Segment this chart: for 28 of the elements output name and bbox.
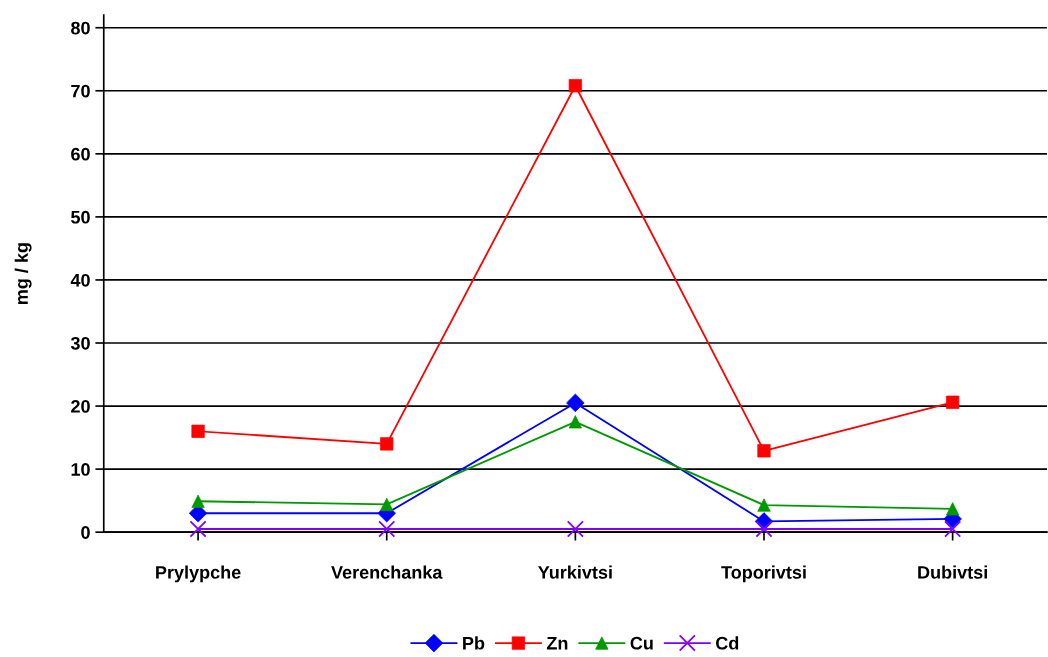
x-tick-label: Verenchanka bbox=[331, 565, 443, 579]
y-tick-label: 60 bbox=[71, 147, 90, 161]
point bbox=[189, 520, 207, 538]
y-tick-label: 20 bbox=[71, 399, 90, 413]
y-tick-label: 40 bbox=[70, 273, 90, 287]
x-tick-label: Dubivtsi bbox=[918, 565, 987, 579]
point bbox=[566, 393, 585, 413]
y-tick-label: 0 bbox=[81, 526, 90, 539]
x-tick-label: Prylypche bbox=[156, 565, 241, 583]
point bbox=[566, 520, 584, 538]
legend-label: Zn bbox=[546, 636, 568, 650]
legend-label: Cd bbox=[716, 636, 739, 650]
y-tick-label: 50 bbox=[71, 210, 90, 224]
legend-label: Pb bbox=[463, 636, 485, 650]
y-tick-label: 10 bbox=[71, 463, 90, 476]
point bbox=[380, 437, 394, 451]
point bbox=[568, 79, 582, 93]
y-tick-label: 70 bbox=[71, 84, 90, 98]
y-tick-label: 80 bbox=[71, 21, 90, 35]
point bbox=[378, 520, 396, 538]
x-tick-label: Toporivtsi bbox=[721, 565, 806, 583]
point bbox=[944, 520, 962, 538]
point bbox=[755, 520, 773, 538]
legend-label: Cu bbox=[630, 636, 653, 650]
y-axis-title: mg / kg bbox=[14, 243, 32, 305]
x-tick-label: Yurkivtsi bbox=[538, 565, 612, 579]
point bbox=[946, 395, 960, 409]
y-tick-label: 30 bbox=[70, 336, 90, 350]
